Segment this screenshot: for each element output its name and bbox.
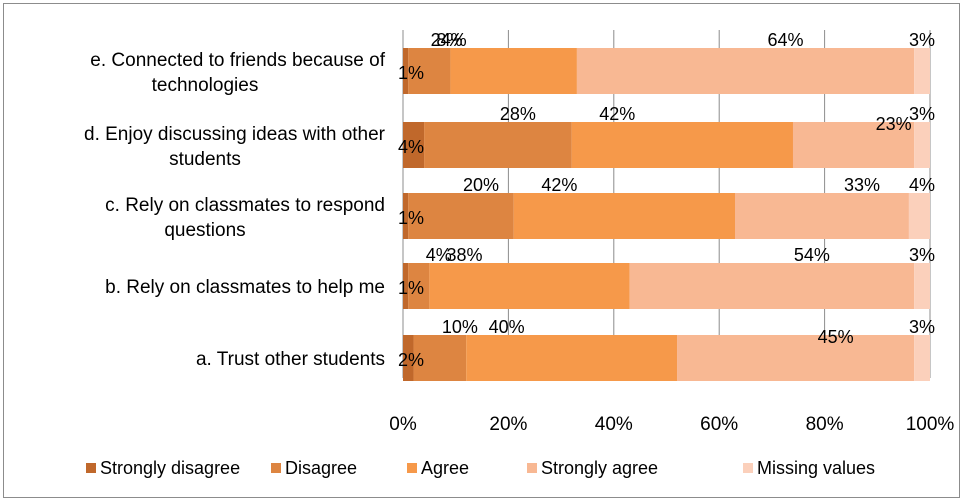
legend-swatch: [527, 463, 537, 473]
legend-entry: Strongly agree: [541, 458, 658, 478]
data-label: 40%: [489, 317, 525, 337]
data-label: 3%: [909, 245, 935, 265]
x-tick-label: 100%: [906, 414, 955, 435]
data-label: 23%: [876, 114, 912, 134]
legend-entry: Strongly disagree: [100, 458, 240, 478]
legend: Strongly disagree Disagree Agree Strongly a…: [86, 458, 875, 478]
bar-segment: [408, 48, 451, 94]
bar-segment: [403, 122, 425, 168]
data-label: 24%: [431, 30, 467, 50]
bar-segment: [914, 122, 930, 168]
data-label: 1%: [398, 278, 424, 298]
data-label: 54%: [794, 245, 830, 265]
bar-segment: [513, 193, 736, 239]
bar-segment: [450, 48, 577, 94]
data-label: 1%: [398, 208, 424, 228]
category-label-line: questions: [164, 220, 245, 241]
bar-segment: [429, 263, 630, 309]
legend-swatch: [86, 463, 96, 473]
bar-segment: [466, 335, 678, 381]
bar-segment: [403, 335, 414, 381]
data-label: 28%: [500, 104, 536, 124]
bar-segment: [677, 335, 915, 381]
legend-swatch: [407, 463, 417, 473]
bar-segment: [792, 122, 915, 168]
bar-segment: [908, 193, 930, 239]
data-label: 8%: [436, 30, 462, 50]
legend-swatch: [743, 463, 753, 473]
data-label: 38%: [446, 245, 482, 265]
legend-entry: Disagree: [285, 458, 357, 478]
bar-segment: [571, 122, 793, 168]
bar-segment: [403, 263, 409, 309]
data-label: 4%: [909, 175, 935, 195]
bar-segment: [413, 335, 467, 381]
bar-segment: [914, 335, 930, 381]
x-tick-label: 0%: [389, 414, 417, 435]
data-label: 3%: [909, 30, 935, 50]
legend-entry: Missing values: [757, 458, 875, 478]
bar-segment: [403, 193, 409, 239]
data-label: 2%: [398, 350, 424, 370]
data-label: 42%: [599, 104, 635, 124]
x-tick-label: 80%: [806, 414, 844, 435]
x-tick-label: 60%: [700, 414, 738, 435]
category-labels: e. Connected to friends because of techno…: [84, 50, 386, 370]
category-label: c. Rely on classmates to respond question…: [105, 195, 385, 241]
bar-segment: [424, 122, 572, 168]
data-label: 4%: [398, 137, 424, 157]
bar-segment: [914, 263, 930, 309]
data-label: 64%: [768, 30, 804, 50]
category-label: b. Rely on classmates to help me: [105, 277, 385, 298]
data-label: 10%: [442, 317, 478, 337]
bar-segment: [408, 193, 514, 239]
x-tick-label: 40%: [595, 414, 633, 435]
category-label-line: students: [169, 149, 241, 170]
category-label: a. Trust other students: [196, 349, 385, 370]
legend-entry: Agree: [421, 458, 469, 478]
x-axis-ticks: 0% 20% 40% 60% 80% 100%: [389, 414, 954, 435]
data-label: 42%: [541, 175, 577, 195]
bar-segment: [576, 48, 915, 94]
bar-segment: [914, 48, 930, 94]
data-label: 3%: [909, 317, 935, 337]
category-label-line: e. Connected to friends because of: [90, 50, 385, 71]
bar-segment: [403, 48, 409, 94]
data-label: 3%: [909, 104, 935, 124]
category-label: e. Connected to friends because of techno…: [90, 50, 385, 96]
category-label: d. Enjoy discussing ideas with other stud…: [84, 124, 386, 170]
data-label: 20%: [463, 175, 499, 195]
category-label-line: d. Enjoy discussing ideas with other: [84, 124, 386, 145]
data-label: 45%: [818, 327, 854, 347]
legend-swatch: [271, 463, 281, 473]
bar-segment: [408, 263, 430, 309]
value-labels: 1%8%24% 64% 3%4%28% 42% 23%3%1%20% 42% 33% 4%1%…: [398, 30, 935, 370]
bar-segments: [403, 48, 930, 381]
x-tick-label: 20%: [489, 414, 527, 435]
data-label: 33%: [844, 175, 880, 195]
bar-segment: [629, 263, 915, 309]
data-label: 4%: [426, 245, 452, 265]
category-label-line: c. Rely on classmates to respond: [105, 195, 385, 216]
bar-segment: [735, 193, 909, 239]
data-label: 1%: [398, 63, 424, 83]
category-label-line: technologies: [152, 75, 259, 96]
